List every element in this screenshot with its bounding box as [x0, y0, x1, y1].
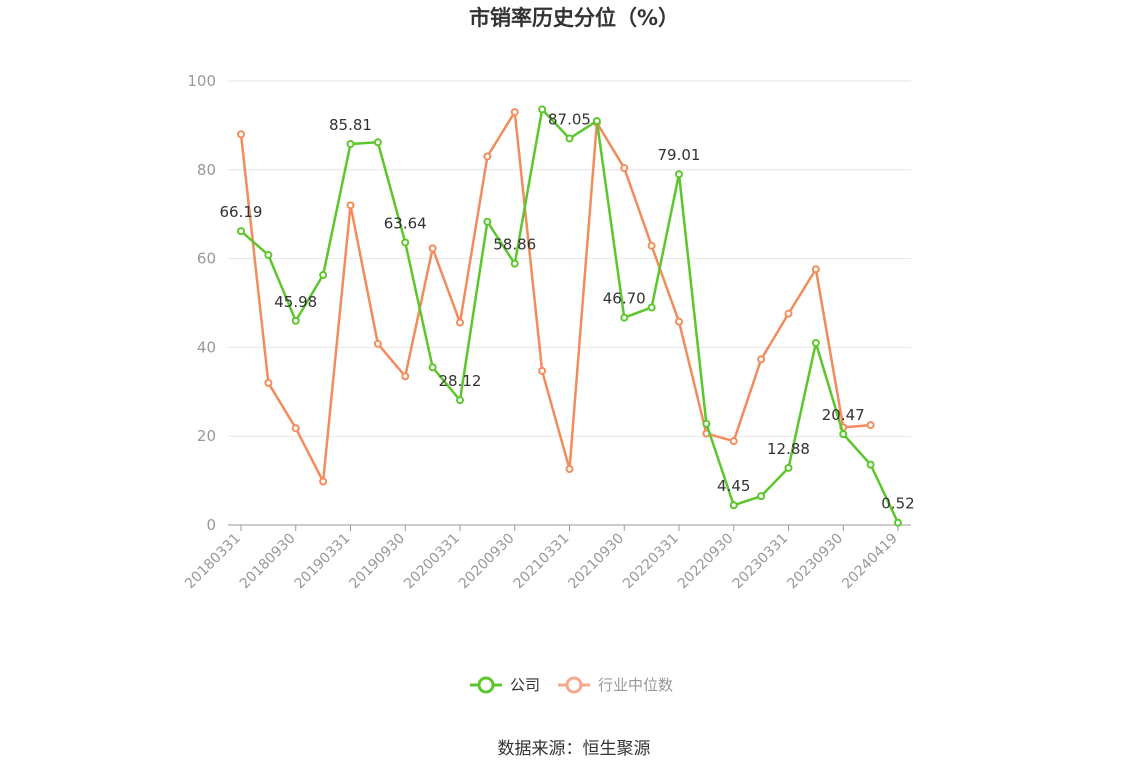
data-point[interactable] — [620, 164, 629, 173]
x-tick-label: 20230930 — [784, 531, 846, 593]
data-point[interactable] — [291, 424, 300, 433]
data-label: 58.86 — [493, 236, 536, 254]
data-point[interactable] — [538, 105, 547, 114]
data-label: 4.45 — [717, 477, 750, 495]
legend-item-company[interactable]: 公司 — [470, 676, 540, 694]
data-point[interactable] — [483, 152, 492, 161]
legend-label-company: 公司 — [510, 676, 540, 694]
x-tick-label: 20180930 — [237, 531, 299, 593]
y-tick-label: 40 — [197, 338, 216, 356]
data-point[interactable] — [373, 339, 382, 348]
data-point[interactable] — [428, 363, 437, 372]
data-point[interactable] — [291, 316, 300, 325]
y-tick-label: 80 — [197, 161, 216, 179]
data-point[interactable] — [401, 372, 410, 381]
x-tick-label: 20190930 — [346, 531, 408, 593]
data-label: 87.05 — [548, 110, 591, 128]
data-point[interactable] — [675, 170, 683, 179]
data-point[interactable] — [237, 227, 245, 236]
data-point[interactable] — [483, 217, 492, 226]
y-tick-label: 20 — [197, 427, 216, 445]
chart-title: 市销率历史分位（%） — [469, 6, 679, 30]
data-point[interactable] — [866, 421, 875, 430]
data-point[interactable] — [237, 130, 245, 139]
data-label: 28.12 — [439, 372, 482, 390]
data-point[interactable] — [510, 259, 519, 268]
data-label: 79.01 — [658, 146, 701, 164]
x-tick-label: 20230331 — [730, 531, 792, 593]
data-point[interactable] — [729, 501, 738, 510]
data-point[interactable] — [346, 201, 355, 210]
data-point[interactable] — [729, 437, 738, 446]
data-point[interactable] — [538, 366, 547, 375]
data-point[interactable] — [757, 355, 766, 364]
data-label: 12.88 — [767, 440, 810, 458]
x-tick-label: 20190331 — [292, 531, 354, 593]
source-note: 数据来源：恒生聚源 — [498, 739, 651, 759]
data-point[interactable] — [319, 271, 328, 280]
grid: 0 20 40 60 80 100 — [187, 72, 911, 534]
data-point[interactable] — [565, 465, 574, 474]
data-point[interactable] — [647, 303, 656, 312]
data-label: 45.98 — [274, 293, 317, 311]
data-point[interactable] — [264, 378, 273, 387]
data-point[interactable] — [401, 238, 410, 247]
data-point[interactable] — [839, 430, 848, 439]
data-point[interactable] — [675, 317, 683, 326]
legend[interactable]: 公司 行业中位数 — [470, 676, 673, 694]
data-point[interactable] — [373, 138, 382, 147]
x-tick-label: 20210331 — [511, 531, 573, 593]
x-tick-label: 20240419 — [839, 531, 901, 593]
legend-marker-icon — [565, 676, 583, 694]
data-point[interactable] — [592, 116, 601, 125]
data-label: 0.52 — [881, 495, 914, 513]
data-point[interactable] — [894, 518, 902, 527]
data-point[interactable] — [456, 396, 464, 405]
data-point[interactable] — [784, 463, 793, 472]
data-point[interactable] — [811, 338, 820, 347]
y-tick-label: 60 — [197, 250, 216, 268]
data-label: 85.81 — [329, 116, 372, 134]
x-tick-label: 20200930 — [456, 531, 518, 593]
data-point[interactable] — [620, 313, 629, 322]
data-point[interactable] — [784, 309, 793, 318]
x-tick-label: 20220331 — [620, 531, 682, 593]
data-point[interactable] — [811, 265, 820, 274]
data-point[interactable] — [565, 134, 574, 143]
legend-label-industry-median: 行业中位数 — [598, 676, 673, 694]
data-point[interactable] — [702, 419, 711, 428]
data-label: 20.47 — [822, 406, 865, 424]
data-point[interactable] — [319, 477, 328, 486]
data-point[interactable] — [456, 318, 464, 327]
x-tick-label: 20210930 — [565, 531, 627, 593]
legend-item-industry-median[interactable]: 行业中位数 — [558, 676, 673, 694]
data-point[interactable] — [346, 140, 355, 149]
data-point[interactable] — [510, 108, 519, 117]
data-point[interactable] — [866, 460, 875, 469]
series-layer — [237, 105, 902, 527]
x-tick-label: 20180331 — [182, 531, 244, 593]
y-tick-label: 0 — [206, 516, 216, 534]
data-label: 63.64 — [384, 214, 427, 232]
data-point[interactable] — [428, 244, 437, 253]
data-point[interactable] — [647, 241, 656, 250]
data-labels: 66.19 45.98 85.81 63.64 28.12 58.86 87.05 46.70… — [220, 110, 915, 512]
x-tick-label: 20220930 — [675, 531, 737, 593]
legend-marker-icon — [477, 676, 495, 694]
data-point[interactable] — [264, 251, 273, 260]
x-tick-label: 20200331 — [401, 531, 463, 593]
data-point[interactable] — [757, 492, 766, 501]
data-label: 66.19 — [220, 203, 263, 221]
data-label: 46.70 — [603, 290, 646, 308]
series-line-industry-median — [239, 110, 871, 483]
y-tick-label: 100 — [187, 72, 216, 90]
x-axis: 2018033120180930201903312019093020200331… — [182, 525, 901, 592]
